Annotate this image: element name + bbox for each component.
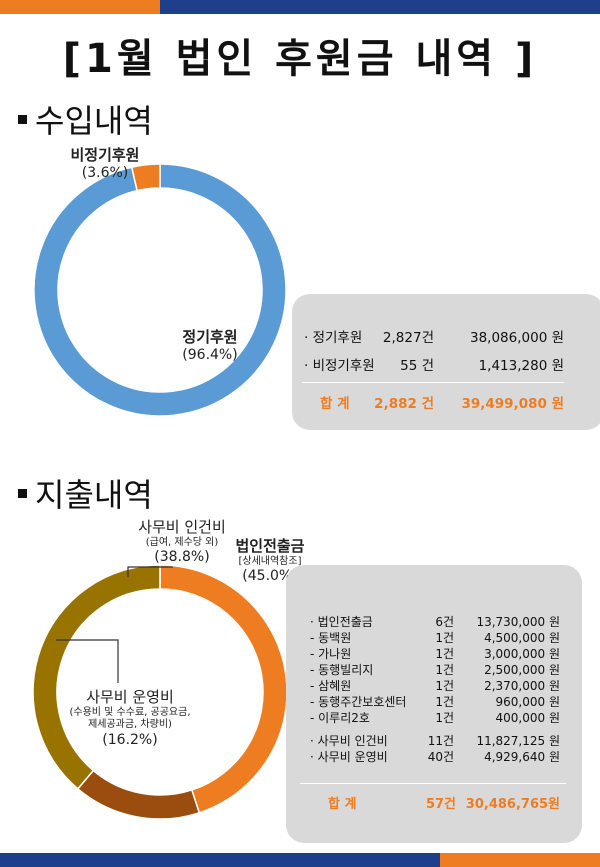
row-count: 1건 <box>435 695 454 709</box>
row-amount: 4,500,000 원 <box>484 631 560 645</box>
ops-label-sub: 제세공과금, 차량비) <box>88 719 172 731</box>
income-summary-box: · 정기후원 2,827건 38,086,000 원 · 비정기후원 55 건 … <box>292 294 600 430</box>
ops-label-sub: (수용비 및 수수료, 공공요금, <box>69 706 191 718</box>
donut-slice-0 <box>33 163 287 417</box>
row-label: - 가나원 <box>310 647 352 661</box>
bottom-accent-bar <box>0 853 600 867</box>
corp-label-name: 법인전출금 <box>235 537 305 555</box>
row-amount: 960,000 원 <box>495 695 560 709</box>
nonregular-label-name: 비정기후원 <box>70 146 140 164</box>
corp-label-sub: [상세내역참조] <box>238 555 302 567</box>
row-amount: 38,086,000 원 <box>469 330 564 346</box>
row-label: · 사무비 운영비 <box>310 750 388 764</box>
row-label: - 동행빌리지 <box>310 663 374 677</box>
row-count: 11건 <box>427 734 454 748</box>
row-label: · 법인전출금 <box>310 615 373 629</box>
row-label: · 정기후원 <box>304 330 363 346</box>
ops-label-pct: (16.2%) <box>102 731 158 748</box>
salary-label: 사무비 인건비 (급여, 제수당 외) (38.8%) <box>112 518 252 567</box>
income-heading-text: 수입내역 <box>35 102 153 140</box>
total-count: 2,882 건 <box>374 396 434 412</box>
nonregular-label-pct: (3.6%) <box>81 164 129 181</box>
row-count: 6건 <box>435 615 454 629</box>
salary-label-name: 사무비 인건비 <box>138 518 226 536</box>
row-amount: 3,000,000 원 <box>484 647 560 661</box>
row-amount: 2,370,000 원 <box>484 679 560 693</box>
leader-lines <box>56 566 173 683</box>
total-count: 57건 <box>425 797 456 812</box>
total-amount: 30,486,765원 <box>465 797 560 812</box>
expense-section-heading: 지출내역 <box>18 470 153 516</box>
expense-heading-text: 지출내역 <box>35 476 153 514</box>
summary-divider <box>302 382 564 383</box>
ops-label-name: 사무비 운영비 <box>86 688 174 706</box>
row-label: - 삼혜원 <box>310 679 352 693</box>
row-amount: 400,000 원 <box>495 711 560 725</box>
row-count: 1건 <box>435 647 454 661</box>
row-label: - 이루리2호 <box>310 711 370 725</box>
row-label: · 비정기후원 <box>304 358 375 374</box>
row-amount: 11,827,125 원 <box>476 734 560 748</box>
corp-transfer-label: 법인전출금 [상세내역참조] (45.0%) <box>210 537 330 586</box>
row-label: · 사무비 인건비 <box>310 734 388 748</box>
row-amount: 13,730,000 원 <box>476 615 560 629</box>
nonregular-label: 비정기후원 (3.6%) <box>50 146 160 182</box>
bullet-square-icon <box>18 114 27 124</box>
donut-slice-1 <box>130 163 161 192</box>
row-count: 55 건 <box>400 358 434 374</box>
income-donut-chart <box>33 163 287 417</box>
regular-label: 정기후원 (96.4%) <box>160 328 260 364</box>
row-label: - 동행주간보호센터 <box>310 695 407 709</box>
row-count: 1건 <box>435 711 454 725</box>
expense-donut-chart <box>32 564 288 820</box>
donut-slice-1 <box>76 769 201 820</box>
salary-label-sub: (급여, 제수당 외) <box>145 536 219 548</box>
salary-leader-line <box>127 566 173 577</box>
summary-divider <box>300 783 566 784</box>
expense-summary-box: · 법인전출금 6건 13,730,000 원 - 동백원 1건 4,500,000 원 -… <box>286 565 582 843</box>
total-amount: 39,499,080 원 <box>461 396 564 412</box>
top-accent-bar <box>0 0 600 14</box>
income-section-heading: 수입내역 <box>18 96 153 142</box>
regular-label-pct: (96.4%) <box>182 346 238 363</box>
total-label: 합 계 <box>320 396 350 412</box>
row-amount: 1,413,280 원 <box>478 358 564 374</box>
row-amount: 2,500,000 원 <box>484 663 560 677</box>
bullet-square-icon <box>18 488 27 498</box>
corp-label-pct: (45.0%) <box>242 568 298 585</box>
ops-label: 사무비 운영비 (수용비 및 수수료, 공공요금, 제세공과금, 차량비) (1… <box>60 688 200 749</box>
row-count: 1건 <box>435 663 454 677</box>
row-amount: 4,929,640 원 <box>484 750 560 764</box>
row-count: 40건 <box>427 750 454 764</box>
regular-label-name: 정기후원 <box>182 328 238 346</box>
row-count: 2,827건 <box>382 330 434 346</box>
ops-leader-line <box>56 639 119 683</box>
donut-slice-2 <box>32 564 161 790</box>
row-label: - 동백원 <box>310 631 352 645</box>
salary-label-pct: (38.8%) <box>154 549 210 566</box>
row-count: 1건 <box>435 679 454 693</box>
row-count: 1건 <box>435 631 454 645</box>
total-label: 합 계 <box>328 797 357 812</box>
page-title: [1월 법인 후원금 내역 ] <box>62 36 538 82</box>
